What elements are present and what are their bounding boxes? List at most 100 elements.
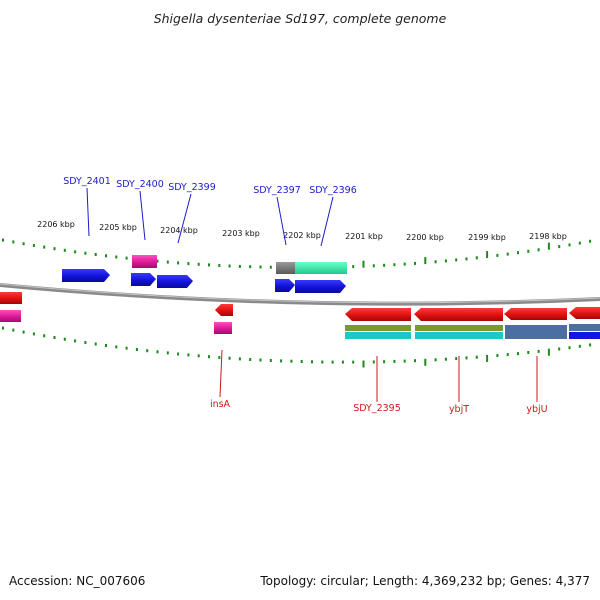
- ruler-minor-tick: [352, 265, 355, 269]
- ruler-minor-tick: [156, 350, 159, 354]
- ruler-minor-tick: [393, 263, 396, 267]
- leader-line: [320, 196, 334, 247]
- ruler-minor-tick: [166, 351, 169, 355]
- gene-right-red[interactable]: [569, 307, 600, 319]
- gene-label-ybjt[interactable]: ybjT: [449, 404, 469, 415]
- ruler-minor-tick: [32, 244, 35, 247]
- ruler-minor-tick: [187, 262, 190, 266]
- gene-sdy-2397[interactable]: [275, 279, 295, 292]
- gene-label-sdy-2396[interactable]: SDY_2396: [309, 185, 357, 196]
- accession-text: Accession: NC_007606: [9, 574, 146, 588]
- ruler-minor-tick: [300, 360, 303, 363]
- leader-line: [177, 193, 192, 244]
- feature-band: [569, 324, 600, 331]
- bottom-label-leaders: [219, 349, 538, 402]
- ruler-minor-tick: [74, 250, 77, 254]
- gene-ybjt[interactable]: [414, 308, 503, 321]
- ruler-minor-tick: [105, 344, 107, 347]
- gene-label-ybju[interactable]: ybjU: [526, 404, 547, 415]
- ruler-minor-tick: [53, 247, 56, 251]
- ruler-minor-tick: [527, 249, 530, 253]
- ruler-minor-tick: [537, 248, 540, 252]
- ruler-minor-tick: [372, 264, 375, 268]
- gene-sdy-2400-pseudo[interactable]: [132, 255, 157, 268]
- ruler-minor-tick: [403, 262, 406, 266]
- gene-label-sdy-2401[interactable]: SDY_2401: [63, 176, 111, 187]
- gene-sdy-2401[interactable]: [62, 269, 110, 282]
- feature-band: [345, 325, 411, 331]
- ruler-minor-tick: [537, 349, 540, 353]
- ruler-minor-tick: [527, 351, 530, 354]
- gene-label-sdy-2399[interactable]: SDY_2399: [168, 182, 216, 193]
- gene-insa[interactable]: [215, 304, 233, 316]
- gene-insa-pink[interactable]: [214, 322, 232, 334]
- ruler-minor-tick: [589, 343, 592, 347]
- ruler-minor-tick: [156, 259, 159, 263]
- ruler-minor-tick: [249, 358, 252, 361]
- gene-sdy-2399[interactable]: [157, 275, 193, 288]
- plus-strand-genes: [62, 255, 347, 293]
- ruler-minor-tick: [444, 259, 447, 263]
- minus-strand-genes: [0, 292, 600, 339]
- gene-label-insa[interactable]: insA: [210, 399, 231, 410]
- ruler-minor-tick: [2, 326, 4, 330]
- gene-sdy-2396[interactable]: [295, 280, 346, 293]
- feature-band: [415, 325, 503, 331]
- top-label-leaders: [86, 187, 334, 247]
- ruler-label: 2200 kbp: [406, 233, 444, 242]
- ruler-minor-tick: [74, 339, 77, 343]
- ruler-major-tick: [547, 242, 550, 250]
- ruler-minor-tick: [465, 257, 468, 261]
- genome-backbone: [0, 283, 600, 306]
- ruler-minor-tick: [403, 359, 406, 363]
- ruler-minor-tick: [22, 242, 25, 246]
- ruler-label: 2205 kbp: [99, 223, 137, 232]
- ruler-major-tick: [547, 348, 550, 356]
- leader-line: [139, 190, 146, 241]
- ruler-minor-tick: [558, 245, 561, 249]
- genome-backbone-highlight: [0, 283, 600, 304]
- ruler-minor-tick: [517, 352, 519, 356]
- gene-label-sdy-2397[interactable]: SDY_2397: [253, 185, 301, 196]
- ruler-minor-tick: [135, 348, 138, 351]
- ruler-minor-tick: [115, 345, 118, 349]
- ruler-minor-tick: [465, 356, 468, 360]
- ruler-minor-tick: [105, 254, 107, 258]
- ruler-minor-tick: [506, 252, 509, 256]
- leader-line: [276, 196, 287, 246]
- ruler-minor-tick: [372, 360, 375, 364]
- gene-ybju[interactable]: [504, 308, 567, 320]
- ruler-minor-tick: [63, 248, 66, 252]
- ruler-label: 2206 kbp: [37, 220, 75, 229]
- ruler-minor-tick: [32, 332, 35, 336]
- ruler-minor-tick: [475, 256, 478, 260]
- ruler-minor-tick: [414, 359, 416, 363]
- gene-left-pink[interactable]: [0, 310, 21, 322]
- ruler-minor-tick: [166, 260, 169, 264]
- ruler-minor-tick: [269, 265, 272, 269]
- ruler-label: 2201 kbp: [345, 232, 383, 241]
- ruler-minor-tick: [125, 256, 128, 260]
- gene-label-sdy-2395[interactable]: SDY_2395: [353, 403, 401, 414]
- ruler-minor-tick: [568, 243, 571, 247]
- ruler-minor-tick: [249, 265, 252, 269]
- gene-sdy-2397-grey[interactable]: [276, 262, 296, 274]
- ruler-minor-tick: [228, 264, 231, 268]
- ruler-minor-tick: [84, 341, 87, 344]
- gene-sdy-2400[interactable]: [131, 273, 156, 286]
- ruler-minor-tick: [146, 349, 149, 353]
- gene-sdy-2396-teal[interactable]: [295, 262, 347, 274]
- ruler-minor-tick: [53, 336, 56, 339]
- gene-label-sdy-2400[interactable]: SDY_2400: [116, 179, 164, 190]
- ruler-minor-tick: [383, 360, 386, 364]
- ruler-minor-tick: [321, 360, 324, 364]
- ruler-major-tick: [424, 358, 427, 366]
- gene-left-red[interactable]: [0, 292, 22, 304]
- ruler-minor-tick: [455, 357, 458, 361]
- feature-band: [505, 325, 567, 339]
- leader-line: [86, 187, 90, 237]
- ruler-major-tick: [424, 257, 427, 265]
- gene-sdy-2395[interactable]: [345, 308, 411, 321]
- ruler-minor-tick: [506, 353, 509, 357]
